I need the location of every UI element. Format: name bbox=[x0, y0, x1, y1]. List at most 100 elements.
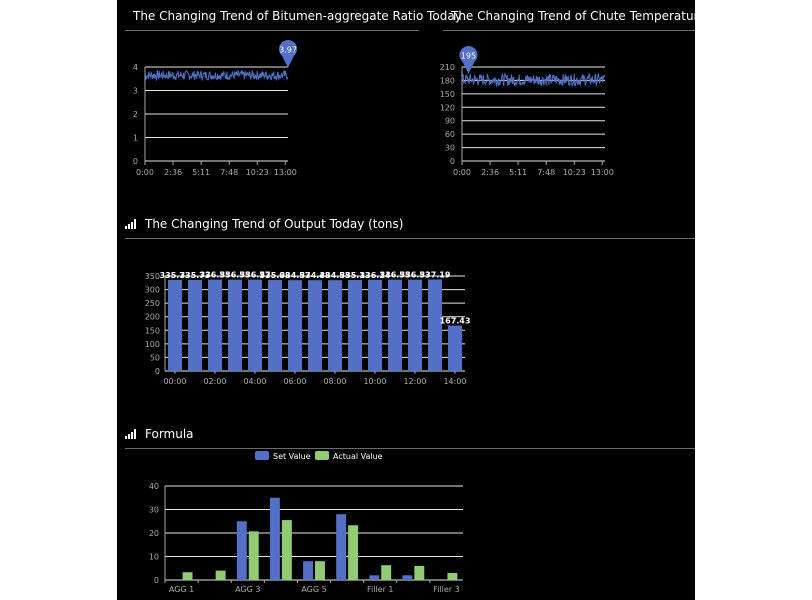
x-tick-label: 04:00 bbox=[243, 377, 266, 386]
max-marker bbox=[279, 39, 297, 68]
x-tick-label: 10:00 bbox=[363, 377, 386, 386]
bar-value-label: 336.55 bbox=[380, 271, 411, 280]
ratio-panel-header: The Changing Trend of Bitumen-aggregate … bbox=[125, 2, 462, 31]
actual-value-bar bbox=[215, 570, 226, 580]
bar-value-label: 336.55 bbox=[220, 271, 251, 280]
output-bar bbox=[168, 279, 182, 371]
actual-value-bar bbox=[248, 531, 259, 580]
bar-value-label: 335.13 bbox=[340, 271, 371, 280]
output-bar bbox=[248, 279, 262, 371]
x-tick-label: 7:48 bbox=[220, 168, 238, 177]
y-tick-label: 30 bbox=[149, 506, 159, 515]
x-tick-label: 08:00 bbox=[323, 377, 346, 386]
y-tick-label: 20 bbox=[149, 529, 159, 538]
series-line bbox=[461, 71, 606, 88]
x-tick-label: 5:11 bbox=[509, 168, 527, 177]
x-tick-label: 06:00 bbox=[283, 377, 306, 386]
formula-panel-title: Formula bbox=[145, 427, 194, 441]
x-tick-label: 0:00 bbox=[453, 168, 471, 177]
bar-value-label: 335.73 bbox=[160, 271, 191, 280]
set-value-bar bbox=[236, 521, 247, 580]
y-tick-label: 30 bbox=[445, 144, 455, 153]
output-bar bbox=[288, 280, 302, 371]
temp-chart: 0 30 60 90 120 150 180 210 0:00 2:36 5:11 7:48 10:23… bbox=[440, 46, 614, 177]
x-tick-label: 10:23 bbox=[246, 168, 269, 177]
signal-bars-icon bbox=[125, 429, 136, 439]
actual-value-bar bbox=[447, 572, 458, 580]
y-tick-label: 200 bbox=[145, 313, 160, 322]
dashboard: The Changing Trend of Bitumen-aggregate … bbox=[117, 0, 695, 600]
formula-panel-header: Formula bbox=[125, 420, 695, 449]
y-tick-label: 4 bbox=[133, 63, 138, 72]
x-tick-label: AGG 5 bbox=[301, 585, 326, 594]
x-tick-label: 5:11 bbox=[192, 168, 210, 177]
temp-panel-header: The Changing Trend of Chute Temperature … bbox=[443, 2, 695, 31]
bar-value-label: 167.43 bbox=[440, 317, 471, 326]
bar-value-label: 335.08 bbox=[260, 271, 291, 280]
output-bar bbox=[308, 280, 322, 371]
series-line bbox=[144, 69, 289, 82]
ratio-panel-title: The Changing Trend of Bitumen-aggregate … bbox=[133, 9, 462, 23]
actual-value-bar bbox=[348, 525, 359, 580]
y-tick-label: 1 bbox=[133, 134, 138, 143]
formula-chart: Set Value Actual Value 0 10 20 30 40 AGG 1 AGG 3… bbox=[149, 451, 463, 594]
y-tick-label: 150 bbox=[145, 326, 160, 335]
y-tick-label: 210 bbox=[440, 63, 455, 72]
output-bar bbox=[448, 325, 462, 371]
x-tick-label: 0:00 bbox=[136, 168, 154, 177]
output-bar bbox=[228, 279, 242, 371]
set-value-bar bbox=[269, 497, 280, 580]
bar-value-label: 336.14 bbox=[360, 271, 391, 280]
legend-swatch bbox=[255, 451, 269, 460]
output-bar bbox=[368, 279, 382, 371]
y-tick-label: 10 bbox=[149, 553, 159, 562]
x-tick-label: 10:23 bbox=[563, 168, 586, 177]
y-tick-label: 40 bbox=[149, 482, 159, 491]
x-tick-label: AGG 3 bbox=[235, 585, 260, 594]
bar-value-label: 334.48 bbox=[300, 271, 331, 280]
output-bar bbox=[188, 279, 202, 371]
y-tick-label: 150 bbox=[440, 90, 455, 99]
x-tick-label: 00:00 bbox=[163, 377, 186, 386]
max-marker-label: 3.97 bbox=[279, 46, 297, 55]
bar-value-label: 336.53 bbox=[400, 271, 431, 280]
temp-panel-title: The Changing Trend of Chute Temperature … bbox=[451, 9, 695, 23]
output-panel-header: The Changing Trend of Output Today (tons… bbox=[125, 210, 695, 239]
y-tick-label: 300 bbox=[145, 286, 160, 295]
x-tick-label: 02:00 bbox=[203, 377, 226, 386]
max-marker-label: 195 bbox=[461, 52, 476, 61]
x-tick-label: 7:48 bbox=[537, 168, 555, 177]
actual-value-bar bbox=[182, 572, 193, 580]
y-tick-label: 250 bbox=[145, 299, 160, 308]
bar-value-label: 334.57 bbox=[280, 271, 311, 280]
y-tick-label: 90 bbox=[445, 117, 455, 126]
actual-value-bar bbox=[381, 565, 392, 580]
legend-swatch bbox=[315, 451, 329, 460]
y-tick-label: 0 bbox=[133, 157, 138, 166]
set-value-bar bbox=[369, 575, 380, 580]
output-panel-title: The Changing Trend of Output Today (tons… bbox=[145, 217, 404, 231]
y-tick-label: 2 bbox=[133, 110, 138, 119]
output-bar bbox=[328, 280, 342, 371]
legend-label: Set Value bbox=[273, 452, 311, 461]
bar-value-label: 336.55 bbox=[200, 271, 231, 280]
y-tick-label: 0 bbox=[155, 367, 160, 376]
bar-value-label: 334.55 bbox=[320, 271, 351, 280]
x-tick-label: 13:00 bbox=[591, 168, 614, 177]
ratio-chart: 0 1 2 3 4 0:00 2:36 5:11 7:48 10:23 13:00 3.97 bbox=[133, 39, 297, 177]
output-bar bbox=[208, 279, 222, 371]
y-tick-label: 3 bbox=[133, 87, 138, 96]
x-tick-label: 2:36 bbox=[481, 168, 499, 177]
y-tick-label: 350 bbox=[145, 272, 160, 281]
x-tick-label: 13:00 bbox=[274, 168, 297, 177]
output-bar bbox=[348, 280, 362, 371]
actual-value-bar bbox=[281, 520, 292, 580]
legend-label: Actual Value bbox=[333, 452, 383, 461]
set-value-bar bbox=[303, 561, 313, 580]
output-bar bbox=[388, 279, 402, 371]
output-bar bbox=[408, 279, 422, 371]
y-tick-label: 50 bbox=[150, 353, 160, 362]
actual-value-bar bbox=[414, 565, 425, 580]
y-tick-label: 100 bbox=[145, 340, 160, 349]
x-tick-label: 2:36 bbox=[164, 168, 182, 177]
